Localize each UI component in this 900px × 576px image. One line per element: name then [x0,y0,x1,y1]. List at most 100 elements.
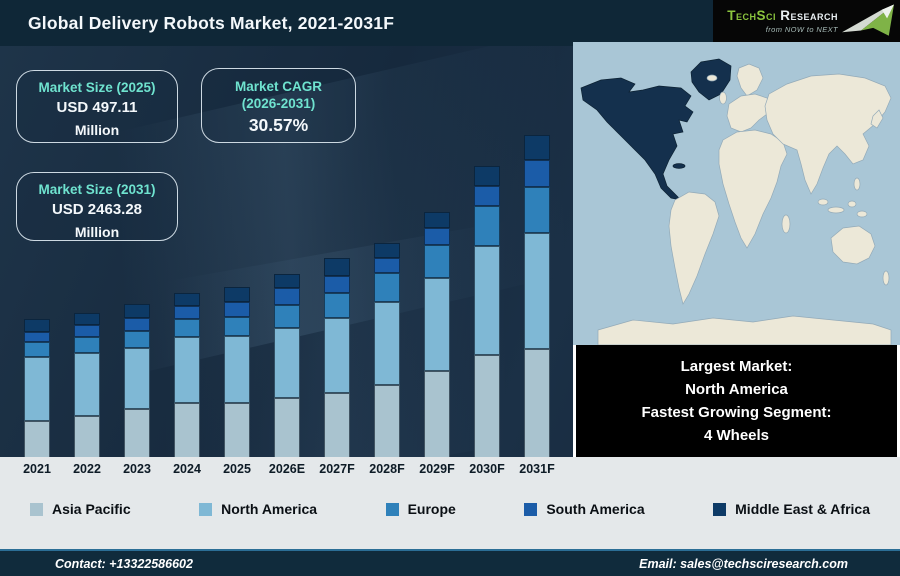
bar-segment [424,245,450,278]
techsci-logo: TechSci Research from NOW to NEXT [713,0,900,42]
bar-segment [224,287,250,302]
bar-segment [224,336,250,403]
bar-segment [124,348,150,409]
bar-segment [24,342,50,357]
map-region-japan [870,109,884,129]
x-axis-label: 2029F [419,462,455,476]
x-axis-label: 2024 [173,462,201,476]
callout-line: 4 Wheels [703,427,770,444]
map-region-new-zealand [882,270,890,286]
bar-segment [524,160,550,187]
bar-segment [74,337,100,353]
map-region-africa [718,129,788,249]
bar-segment [174,403,200,457]
logo-text: TechSci Research from NOW to NEXT [727,9,838,33]
largest-market-callout: Largest Market: North America Fastest Grow… [573,345,900,457]
market-cagr-label-line1: Market CAGR [234,79,323,94]
bar-segment [24,319,50,332]
bar-2022 [74,313,100,457]
bar-segment [74,325,100,337]
map-region-north-america [580,77,694,201]
bar-segment [124,318,150,331]
market-size-2025-label: Market Size (2025) [38,80,156,95]
bar-2028F [374,243,400,457]
bar-segment [174,337,200,403]
bar-segment [24,332,50,342]
bar-segment [474,166,500,186]
legend-swatch [199,502,213,516]
bar-segment [324,258,350,276]
legend-item: Asia Pacific [30,501,131,517]
map-region-uk [719,91,727,105]
market-cagr-box: Market CAGR (2026-2031) 30.57% [201,68,356,143]
bar-segment [124,409,150,457]
map-region-iceland [706,74,718,82]
bar-segment [424,212,450,228]
bar-segment [74,416,100,457]
legend-swatch [524,502,538,516]
bar-segment [174,293,200,306]
map-region-scandinavia [736,63,764,97]
legend-label: Asia Pacific [52,501,131,517]
market-size-2025-value: USD 497.11 [56,99,138,116]
legend-item: North America [199,501,317,517]
logo-arrow-icon [842,4,894,36]
footer-contact: Contact: +13322586602 [55,556,193,571]
bar-segment [174,306,200,319]
bar-2030F [474,166,500,457]
chart-legend: Asia Pacific North America Europe South Ame… [0,501,900,517]
bar-segment [274,398,300,457]
bar-segment [474,206,500,246]
bar-2021 [24,319,50,457]
x-axis-label: 2022 [73,462,101,476]
map-region-island [817,198,829,206]
x-axis-label: 2023 [123,462,151,476]
x-axis-label: 2027F [319,462,355,476]
legend-swatch [713,502,727,516]
bar-2027F [324,258,350,457]
bar-segment [324,293,350,318]
bar-segment [224,317,250,336]
bar-segment [274,305,300,328]
bar-segment [374,243,400,258]
map-region-island [847,200,857,208]
callout-line: Largest Market: [680,358,793,375]
bar-2024 [174,293,200,457]
map-region-europe [726,93,774,133]
bar-segment [374,258,400,273]
callout-line: Fastest Growing Segment: [641,404,832,421]
bar-segment [324,393,350,457]
bar-2023 [124,304,150,457]
market-size-2031-unit: Million [74,224,120,240]
page-title: Global Delivery Robots Market, 2021-2031… [28,13,395,33]
logo-tagline: from NOW to NEXT [765,24,838,34]
x-axis-label: 2021 [23,462,51,476]
map-region-philippines [853,177,861,191]
bar-segment [124,304,150,318]
x-axis-label: 2026E [268,462,306,476]
market-size-2031-label: Market Size (2031) [38,182,156,197]
bar-segment [74,353,100,416]
map-region-antarctica [597,315,892,345]
bar-segment [524,349,550,457]
market-cagr-label-line2: (2026-2031) [241,96,316,111]
map-region-asia [764,73,892,195]
map-region-madagascar [781,214,791,234]
bar-segment [274,274,300,288]
legend-item: Europe [385,501,456,517]
world-map [573,42,900,345]
x-axis-label: 2025 [223,462,251,476]
bar-segment [324,318,350,393]
map-region-caribbean [672,163,686,169]
bar-segment [24,357,50,421]
bar-segment [274,288,300,305]
market-size-2025-unit: Million [74,122,120,138]
logo-brand-primary: TechSci [727,8,776,23]
legend-item: Middle East & Africa [713,501,870,517]
market-cagr-value: 30.57% [248,115,309,135]
market-size-2025-box: Market Size (2025) USD 497.11 Million [16,70,178,143]
x-axis-label: 2028F [369,462,405,476]
bar-segment [424,278,450,371]
footer-email: Email: sales@techsciresearch.com [639,556,848,571]
map-region-island [827,206,845,214]
